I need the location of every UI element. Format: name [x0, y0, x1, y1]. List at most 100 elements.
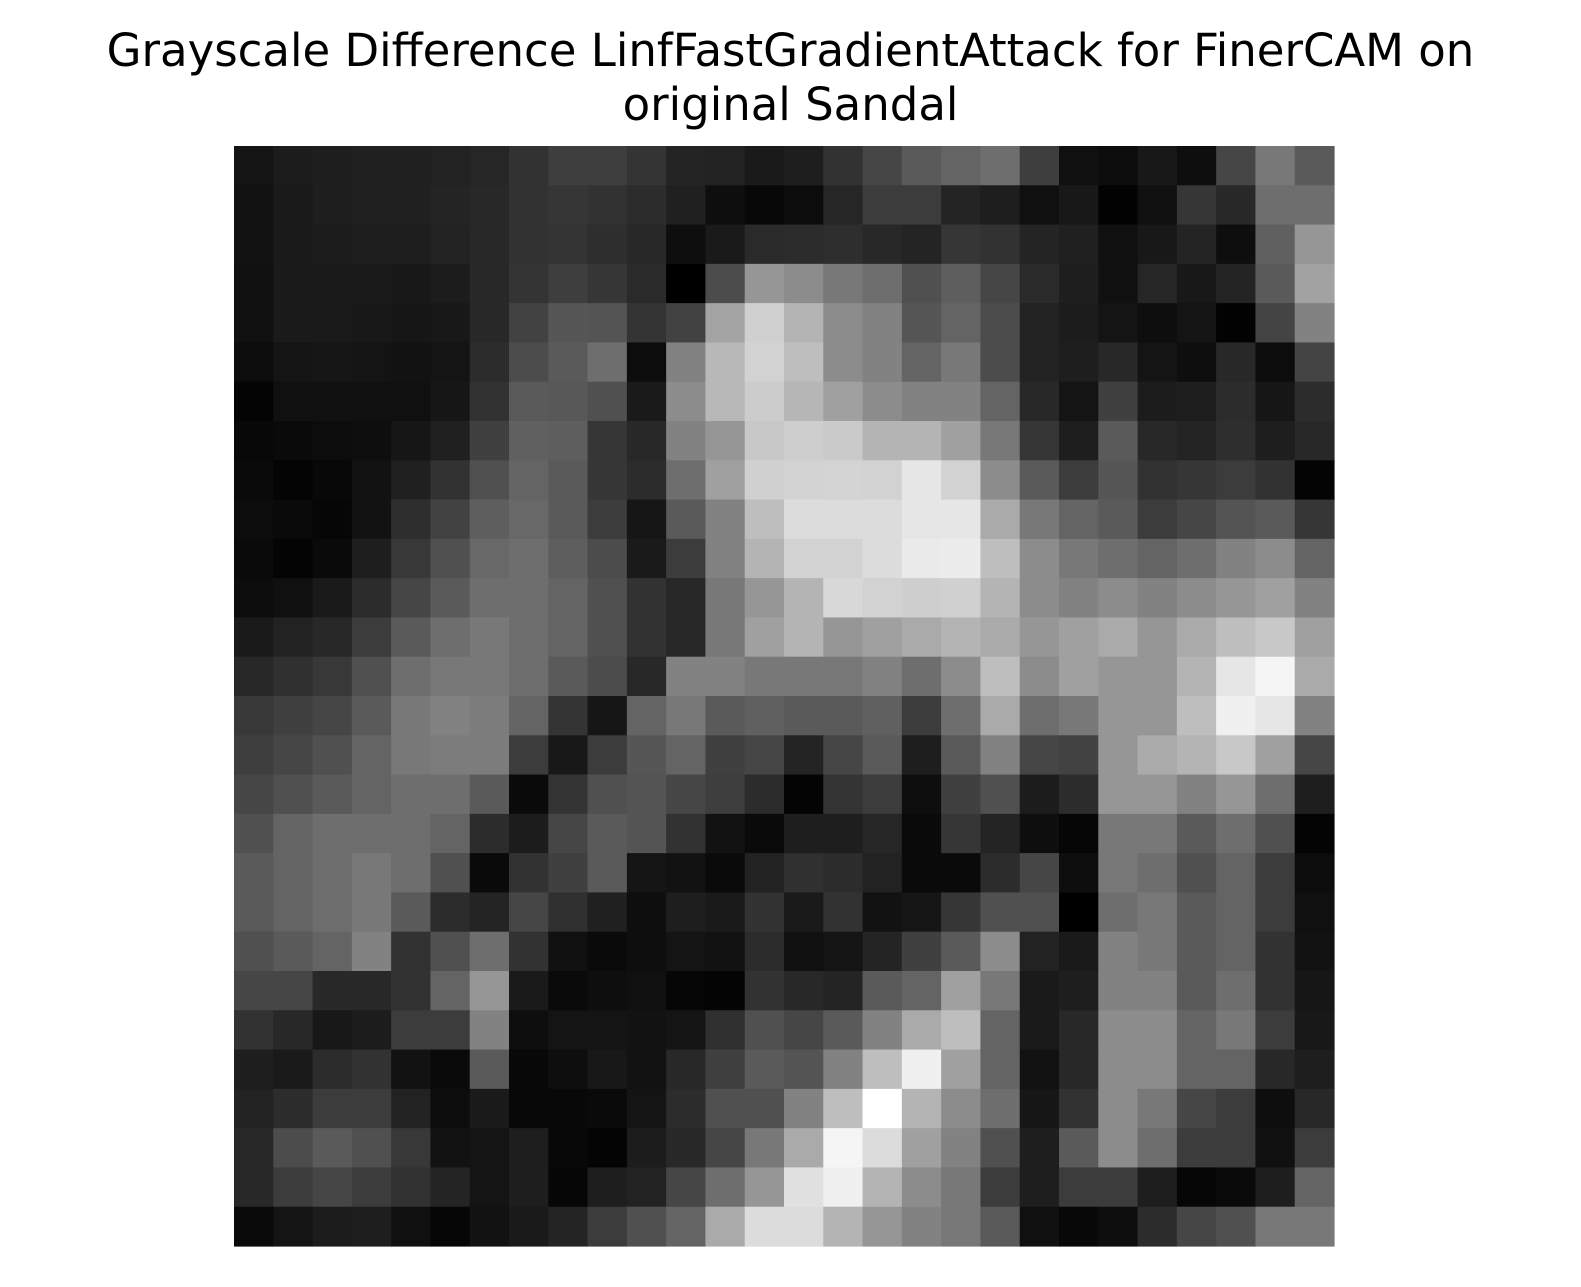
heatmap-cell-r5-c11	[666, 342, 707, 383]
heatmap-cell-r25-c12	[705, 1128, 746, 1169]
heatmap-cell-r14-c12	[705, 696, 746, 736]
heatmap-cell-r25-c22	[1098, 1128, 1139, 1169]
heatmap-cell-r14-c21	[1059, 696, 1099, 736]
heatmap-cell-r14-c3	[351, 696, 392, 736]
heatmap-cell-r14-c8	[548, 696, 589, 736]
heatmap-cell-r26-c1	[273, 1167, 314, 1208]
heatmap-cell-r12-c8	[548, 617, 589, 658]
heatmap-cell-r24-c12	[705, 1088, 746, 1129]
heatmap-cell-r21-c11	[666, 971, 707, 1011]
heatmap-cell-r8-c16	[862, 460, 903, 501]
heatmap-cell-r13-c25	[1216, 656, 1257, 697]
heatmap-cell-r20-c3	[351, 931, 392, 972]
heatmap-cell-r25-c2	[312, 1128, 353, 1169]
heatmap-cell-r19-c1	[273, 892, 314, 933]
heatmap-cell-r1-c17	[901, 185, 942, 226]
heatmap-cell-r1-c15	[823, 185, 864, 226]
heatmap-cell-r10-c23	[1137, 538, 1178, 579]
heatmap-cell-r17-c27	[1294, 813, 1335, 854]
heatmap-cell-r0-c17	[901, 146, 942, 186]
heatmap-cell-r27-c3	[351, 1206, 392, 1247]
heatmap-cell-r3-c16	[862, 263, 903, 304]
heatmap-cell-r21-c12	[705, 971, 746, 1011]
heatmap-cell-r2-c22	[1098, 224, 1139, 265]
heatmap-cell-r27-c13	[744, 1206, 785, 1247]
heatmap-cell-r10-c5	[430, 538, 471, 579]
heatmap-cell-r5-c24	[1176, 342, 1217, 383]
heatmap-cell-r2-c20	[1019, 224, 1060, 265]
heatmap-cell-r9-c12	[705, 499, 746, 540]
heatmap-cell-r25-c27	[1294, 1128, 1335, 1169]
heatmap-cell-r6-c27	[1294, 381, 1335, 422]
heatmap-cell-r19-c9	[587, 892, 628, 933]
heatmap-cell-r22-c2	[312, 1010, 353, 1051]
heatmap-cell-r2-c3	[351, 224, 392, 265]
heatmap-cell-r15-c3	[351, 735, 392, 776]
heatmap-cell-r18-c21	[1059, 853, 1099, 894]
heatmap-cell-r25-c5	[430, 1128, 471, 1169]
heatmap-cell-r4-c20	[1019, 303, 1060, 344]
heatmap-cell-r5-c10	[626, 342, 667, 383]
heatmap-cell-r7-c24	[1176, 421, 1217, 461]
heatmap-cell-r6-c0	[234, 381, 274, 422]
heatmap-cell-r24-c3	[351, 1088, 392, 1129]
heatmap-cell-r19-c13	[744, 892, 785, 933]
heatmap-cell-r8-c19	[980, 460, 1021, 501]
heatmap-cell-r0-c25	[1216, 146, 1257, 186]
heatmap-cell-r12-c20	[1019, 617, 1060, 658]
heatmap-cell-r22-c10	[626, 1010, 667, 1051]
heatmap-cell-r13-c18	[941, 656, 982, 697]
heatmap-cell-r10-c18	[941, 538, 982, 579]
heatmap-cell-r13-c14	[784, 656, 824, 697]
heatmap-cell-r19-c14	[784, 892, 824, 933]
heatmap-cell-r23-c23	[1137, 1049, 1178, 1090]
heatmap-cell-r27-c2	[312, 1206, 353, 1247]
heatmap-cell-r3-c15	[823, 263, 864, 304]
heatmap-cell-r17-c13	[744, 813, 785, 854]
heatmap-cell-r8-c8	[548, 460, 589, 501]
heatmap-cell-r21-c4	[391, 971, 432, 1011]
heatmap-cell-r15-c26	[1255, 735, 1296, 776]
heatmap-cell-r5-c14	[784, 342, 824, 383]
heatmap-cell-r9-c22	[1098, 499, 1139, 540]
heatmap-cell-r3-c23	[1137, 263, 1178, 304]
heatmap-cell-r13-c23	[1137, 656, 1178, 697]
heatmap-cell-r4-c2	[312, 303, 353, 344]
heatmap-cell-r18-c15	[823, 853, 864, 894]
heatmap-cell-r22-c1	[273, 1010, 314, 1051]
heatmap-cell-r1-c6	[469, 185, 510, 226]
heatmap-cell-r1-c23	[1137, 185, 1178, 226]
heatmap-cell-r26-c21	[1059, 1167, 1099, 1208]
heatmap-cell-r21-c21	[1059, 971, 1099, 1011]
heatmap-cell-r6-c21	[1059, 381, 1099, 422]
heatmap-cell-r17-c17	[901, 813, 942, 854]
heatmap-cell-r13-c7	[509, 656, 549, 697]
heatmap-cell-r3-c7	[509, 263, 549, 304]
heatmap-cell-r18-c11	[666, 853, 707, 894]
heatmap-cell-r3-c0	[234, 263, 274, 304]
heatmap-cell-r9-c17	[901, 499, 942, 540]
heatmap-cell-r20-c8	[548, 931, 589, 972]
heatmap-cell-r18-c0	[234, 853, 274, 894]
heatmap-cell-r27-c5	[430, 1206, 471, 1247]
heatmap-cell-r12-c6	[469, 617, 510, 658]
heatmap-cell-r16-c12	[705, 774, 746, 815]
heatmap-cell-r13-c21	[1059, 656, 1099, 697]
heatmap-cell-r25-c24	[1176, 1128, 1217, 1169]
heatmap-cell-r6-c13	[744, 381, 785, 422]
heatmap-cell-r27-c9	[587, 1206, 628, 1247]
heatmap-cell-r22-c7	[509, 1010, 549, 1051]
heatmap-cell-r0-c26	[1255, 146, 1296, 186]
heatmap-cell-r21-c3	[351, 971, 392, 1011]
heatmap-cell-r0-c13	[744, 146, 785, 186]
heatmap-cell-r27-c18	[941, 1206, 982, 1247]
heatmap-cell-r12-c18	[941, 617, 982, 658]
heatmap-cell-r10-c15	[823, 538, 864, 579]
heatmap-cell-r12-c17	[901, 617, 942, 658]
heatmap-cell-r6-c4	[391, 381, 432, 422]
heatmap-cell-r4-c21	[1059, 303, 1099, 344]
heatmap-cell-r3-c10	[626, 263, 667, 304]
heatmap-cell-r4-c12	[705, 303, 746, 344]
heatmap-cell-r25-c3	[351, 1128, 392, 1169]
heatmap-cell-r8-c2	[312, 460, 353, 501]
